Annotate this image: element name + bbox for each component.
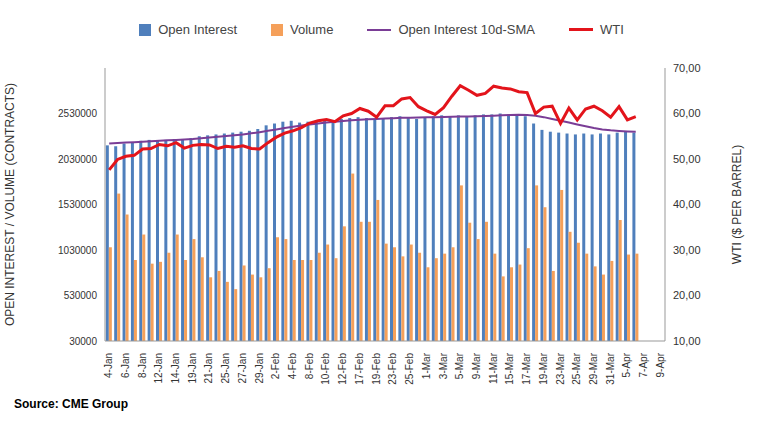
svg-text:40,00: 40,00 bbox=[673, 198, 701, 210]
svg-text:1-Mar: 1-Mar bbox=[421, 352, 432, 379]
svg-text:9-Apr: 9-Apr bbox=[655, 352, 666, 377]
svg-text:60,00: 60,00 bbox=[673, 107, 701, 119]
svg-text:30,00: 30,00 bbox=[673, 244, 701, 256]
svg-text:29-Jan: 29-Jan bbox=[254, 353, 265, 384]
svg-text:5-Mar: 5-Mar bbox=[454, 352, 465, 379]
html-text:Source: CME Group: Source: CME Group bbox=[14, 397, 128, 411]
html-text:Volume: Volume bbox=[290, 22, 334, 37]
svg-text:12-Jan: 12-Jan bbox=[153, 353, 164, 384]
svg-text:9-Mar: 9-Mar bbox=[471, 352, 482, 379]
svg-text:1030000: 1030000 bbox=[58, 245, 97, 256]
svg-text:2030000: 2030000 bbox=[58, 154, 97, 165]
svg-text:50,00: 50,00 bbox=[673, 153, 701, 165]
html-text:WTI: WTI bbox=[600, 22, 624, 37]
svg-text:10,00: 10,00 bbox=[673, 335, 701, 347]
svg-text:70,00: 70,00 bbox=[673, 62, 701, 74]
svg-text:1530000: 1530000 bbox=[58, 199, 97, 210]
svg-text:17-Mar: 17-Mar bbox=[521, 352, 532, 384]
svg-text:WTI ($ PER BARREL): WTI ($ PER BARREL) bbox=[730, 145, 744, 264]
svg-text:6-Jan: 6-Jan bbox=[120, 353, 131, 378]
svg-text:23-Mar: 23-Mar bbox=[555, 352, 566, 384]
html-text:Open Interest 10d-SMA: Open Interest 10d-SMA bbox=[398, 22, 535, 37]
svg-text:OPEN INTEREST / VOLUME (CONTRA: OPEN INTEREST / VOLUME (CONTRACTS) bbox=[8, 83, 17, 326]
svg-text:25-Feb: 25-Feb bbox=[404, 353, 415, 385]
svg-text:30000: 30000 bbox=[69, 336, 97, 347]
svg-text:2530000: 2530000 bbox=[58, 108, 97, 119]
svg-text:7-Apr: 7-Apr bbox=[638, 352, 649, 377]
svg-text:530000: 530000 bbox=[64, 290, 98, 301]
svg-text:20,00: 20,00 bbox=[673, 289, 701, 301]
svg-text:4-Jan: 4-Jan bbox=[103, 353, 114, 378]
svg-text:25-Mar: 25-Mar bbox=[571, 352, 582, 384]
svg-text:11-Mar: 11-Mar bbox=[488, 352, 499, 384]
svg-text:19-Feb: 19-Feb bbox=[371, 353, 382, 385]
svg-text:8-Feb: 8-Feb bbox=[304, 353, 315, 380]
svg-text:15-Mar: 15-Mar bbox=[504, 352, 515, 384]
svg-text:19-Mar: 19-Mar bbox=[538, 352, 549, 384]
svg-text:12-Feb: 12-Feb bbox=[337, 353, 348, 385]
svg-text:19-Jan: 19-Jan bbox=[187, 353, 198, 384]
svg-text:29-Mar: 29-Mar bbox=[588, 352, 599, 384]
html-text:Open Interest: Open Interest bbox=[158, 22, 237, 37]
svg-text:2-Feb: 2-Feb bbox=[270, 353, 281, 380]
svg-text:31-Mar: 31-Mar bbox=[605, 352, 616, 384]
svg-text:23-Feb: 23-Feb bbox=[387, 353, 398, 385]
svg-text:27-Jan: 27-Jan bbox=[237, 353, 248, 384]
svg-text:17-Feb: 17-Feb bbox=[354, 353, 365, 385]
svg-text:4-Feb: 4-Feb bbox=[287, 353, 298, 380]
svg-text:5-Apr: 5-Apr bbox=[621, 352, 632, 377]
svg-text:3-Mar: 3-Mar bbox=[438, 352, 449, 379]
svg-text:10-Feb: 10-Feb bbox=[320, 353, 331, 385]
svg-text:21-Jan: 21-Jan bbox=[203, 353, 214, 384]
svg-text:8-Jan: 8-Jan bbox=[137, 353, 148, 378]
svg-text:14-Jan: 14-Jan bbox=[170, 353, 181, 384]
svg-text:25-Jan: 25-Jan bbox=[220, 353, 231, 384]
